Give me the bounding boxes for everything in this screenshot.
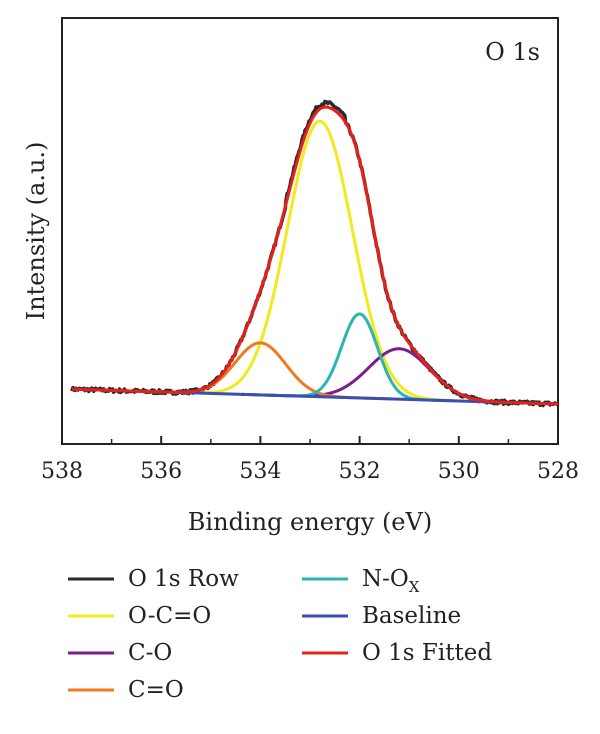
x-axis-tick-labels: 538 536 534 532 530 528	[41, 459, 579, 484]
legend-label: C-O	[128, 640, 172, 666]
series-line-o-c-o	[150, 119, 490, 404]
legend-item: O 1s Row	[68, 566, 239, 592]
legend-label-subscript: X	[409, 578, 420, 596]
x-tick-label: 536	[140, 459, 182, 484]
legend-label: O-C=O	[128, 603, 211, 629]
legend-label: N-OX	[362, 566, 420, 596]
legend-item: C-O	[68, 640, 172, 666]
legend-label: Baseline	[362, 603, 461, 629]
panel-label: O 1s	[485, 38, 540, 66]
legend-item: O 1s Fitted	[302, 640, 492, 666]
plot-curves	[70, 99, 559, 408]
x-tick-label: 534	[239, 459, 281, 484]
x-tick-label: 528	[537, 459, 579, 484]
x-axis-ticks	[61, 436, 559, 444]
legend-item: Baseline	[302, 603, 461, 629]
series-line-n-o	[266, 312, 453, 403]
x-tick-label: 532	[339, 459, 381, 484]
x-tick-label: 538	[41, 459, 83, 484]
plot-frame	[61, 17, 559, 445]
x-tick-label: 530	[438, 459, 480, 484]
legend-label: C=O	[128, 677, 184, 703]
y-axis-label: Intensity (a.u.)	[22, 142, 50, 321]
series-line-o-1s-row	[70, 99, 559, 408]
legend-label: O 1s Row	[128, 566, 239, 592]
series-line-o-1s-fitted	[71, 105, 559, 406]
legend-item: O-C=O	[68, 603, 211, 629]
legend-item: C=O	[68, 677, 184, 703]
legend-label: O 1s Fitted	[362, 640, 492, 666]
x-axis-label: Binding energy (eV)	[188, 508, 432, 536]
legend: O 1s Row O-C=O C-O C=O N-OX Baseline O 1s Fitt…	[68, 566, 492, 703]
legend-item: N-OX	[302, 566, 420, 596]
